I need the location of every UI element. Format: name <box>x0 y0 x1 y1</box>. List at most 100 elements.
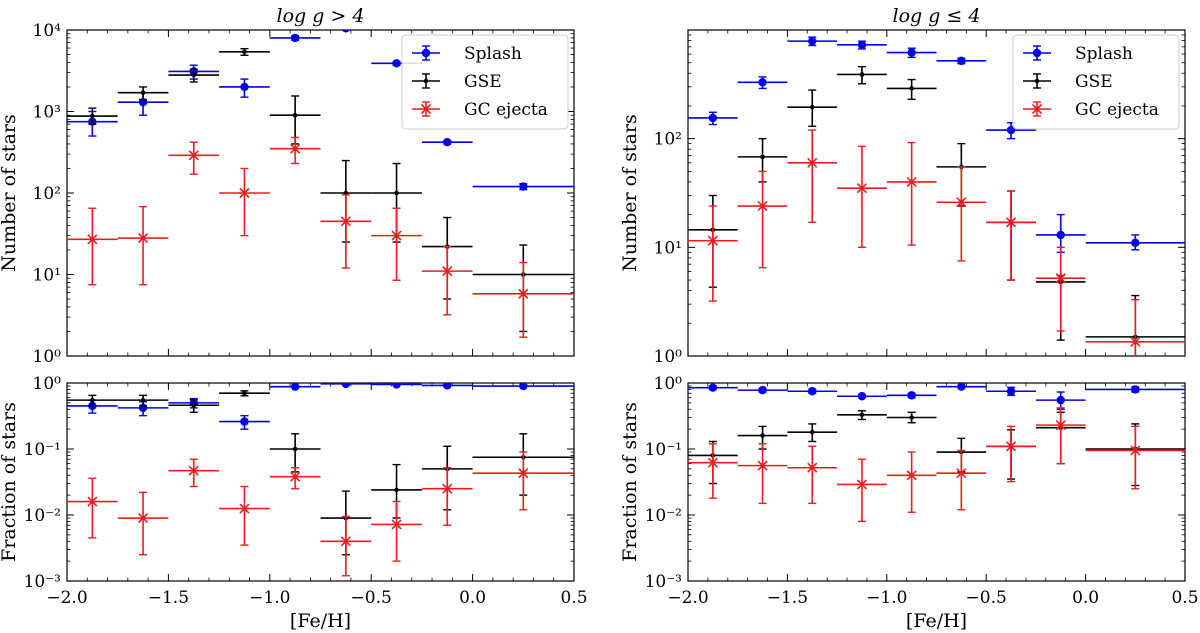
data-point-splash <box>269 383 321 391</box>
legend: Splash GSE GC ejecta <box>1012 34 1180 130</box>
y-tick-label: 10⁰ <box>33 374 62 394</box>
series-gc <box>688 129 1185 356</box>
x-tick-label: 0.5 <box>560 588 587 608</box>
y-tick-label: 10⁻² <box>24 506 61 526</box>
data-point-gc <box>1035 246 1086 332</box>
data-point-gc <box>986 425 1036 483</box>
legend-label: Splash <box>1075 44 1133 64</box>
y-axis-label: Fraction of stars <box>0 402 20 562</box>
data-point-gse <box>886 411 937 424</box>
data-point-splash <box>936 383 987 391</box>
legend-entry-gse: GSE <box>1023 72 1113 92</box>
data-point-splash <box>421 138 473 147</box>
data-point-gc <box>472 261 574 338</box>
data-point-splash <box>787 387 838 396</box>
x-tick-label: −2.0 <box>46 588 87 608</box>
data-point-gc <box>371 207 422 281</box>
data-point-splash <box>787 36 838 47</box>
data-point-gc <box>269 467 321 490</box>
legend-entry-splash: Splash <box>412 44 522 64</box>
y-axis-label: Number of stars <box>0 114 20 271</box>
y-tick-label: 10⁰ <box>33 347 62 367</box>
data-point-splash <box>886 47 937 59</box>
data-point-gc <box>168 141 220 175</box>
x-tick-label: −2.0 <box>667 588 708 608</box>
data-point-gc <box>1085 298 1185 356</box>
data-point-gse <box>837 410 887 421</box>
y-tick-label: 10⁻¹ <box>24 440 61 460</box>
legend-label: GSE <box>464 72 502 92</box>
series-gc <box>688 407 1185 523</box>
data-point-gse <box>219 47 270 56</box>
data-point-gc <box>421 245 473 316</box>
data-point-gse <box>269 433 321 473</box>
data-point-gc <box>936 166 987 262</box>
data-point-gc <box>787 129 838 223</box>
data-point-splash <box>219 414 270 430</box>
data-point-gc <box>67 477 118 539</box>
data-point-splash <box>269 33 321 43</box>
series-gc <box>67 451 574 577</box>
plot-frame <box>687 382 1186 582</box>
panel-bottom-right: 10⁻³ 10⁻² 10⁻¹ 10⁰ −2.0 −1.5 −1.0 −0.5 0.0 0.5 Fra… <box>619 374 1199 632</box>
panel-title: log g ≤ 4 <box>893 5 981 27</box>
data-layer <box>67 30 574 338</box>
data-point-splash <box>886 391 937 400</box>
legend-label: GC ejecta <box>464 100 548 120</box>
data-point-splash <box>837 392 887 401</box>
data-point-gc <box>168 458 220 488</box>
data-point-gc <box>787 445 838 505</box>
data-point-gc <box>117 491 169 556</box>
y-tick-label: 10¹ <box>33 266 61 286</box>
data-point-gc <box>269 136 321 165</box>
data-point-splash <box>371 383 422 389</box>
data-point-gc <box>219 167 270 237</box>
panel-title: log g > 4 <box>277 5 365 27</box>
x-tick-label: 0.0 <box>459 588 486 608</box>
y-tick-label: 10⁴ <box>33 21 62 41</box>
legend-entry-splash: Splash <box>1023 44 1133 64</box>
data-point-gc <box>472 451 574 511</box>
series-gc <box>67 136 574 338</box>
data-point-gc <box>837 145 887 249</box>
data-point-gc <box>737 170 788 269</box>
data-point-splash <box>341 30 350 33</box>
legend-box <box>401 34 569 130</box>
data-layer <box>67 383 574 577</box>
legend-label: GSE <box>1075 72 1113 92</box>
y-tick-label: 10⁻² <box>645 506 682 526</box>
data-point-gse <box>168 68 220 83</box>
legend-box <box>1012 34 1180 130</box>
panel-top-left: 10⁰ 10¹ 10² 10³ 10⁴ log g > 4 Number of stars S… <box>0 5 575 367</box>
data-point-splash <box>837 40 887 50</box>
data-point-splash <box>1035 213 1086 254</box>
x-tick-label: −0.5 <box>351 588 392 608</box>
data-point-gc <box>320 194 372 269</box>
legend-entry-gc: GC ejecta <box>412 100 548 120</box>
panel-bottom-left: 10⁻³ 10⁻² 10⁻¹ 10⁰ −2.0 −1.5 −1.0 −0.5 0.0 0.5 Fra… <box>0 374 588 632</box>
y-tick-label: 10⁰ <box>654 347 683 367</box>
series-splash <box>688 383 1185 410</box>
data-point-splash <box>986 386 1036 397</box>
data-point-gse <box>67 107 118 125</box>
data-point-gse <box>67 394 118 407</box>
data-point-gc <box>837 458 887 523</box>
data-point-gse <box>787 89 838 127</box>
data-point-gc <box>886 451 937 513</box>
data-point-splash <box>472 383 574 391</box>
data-point-gc <box>688 205 738 302</box>
legend-label: GC ejecta <box>1075 100 1159 120</box>
data-point-splash <box>1085 385 1185 394</box>
legend-entry-gse: GSE <box>412 72 502 92</box>
y-tick-label: 10³ <box>33 103 61 123</box>
legend-label: Splash <box>464 44 522 64</box>
data-point-gse <box>117 394 169 407</box>
plot-frame <box>687 29 1186 357</box>
x-tick-label: −1.0 <box>866 588 907 608</box>
y-tick-label: 10² <box>654 130 682 150</box>
series-splash <box>688 36 1185 254</box>
x-tick-label: 0.5 <box>1171 588 1198 608</box>
data-point-splash <box>688 383 738 392</box>
data-point-gse <box>168 398 220 413</box>
